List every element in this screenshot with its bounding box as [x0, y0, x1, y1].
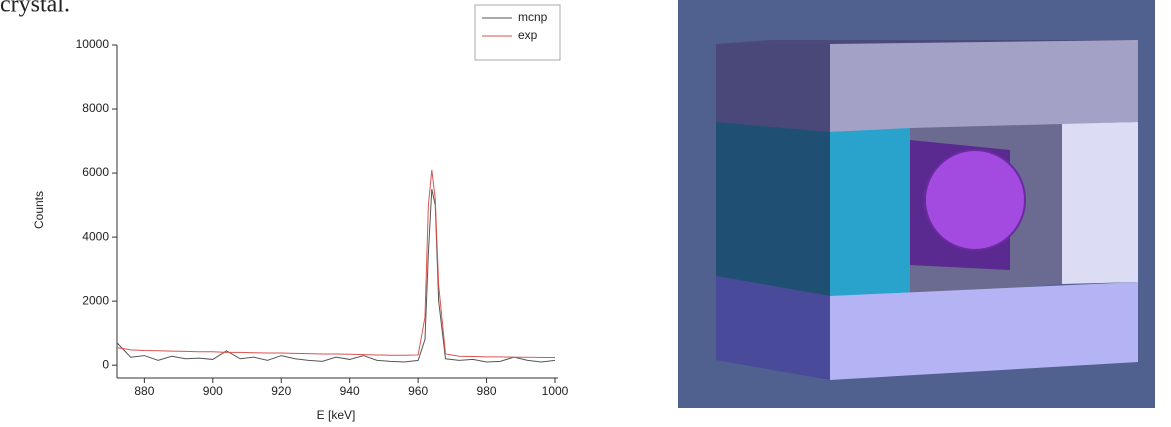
x-tick-label: 1000: [542, 384, 569, 398]
x-tick-label: 880: [134, 384, 154, 398]
figure: crystal. Counts E [keV] 0 2000 4000 6000 800…: [0, 0, 1171, 427]
header-text: crystal.: [0, 0, 70, 18]
render-image: [678, 0, 1155, 408]
y-tick-label: 4000: [82, 229, 109, 243]
x-tick-label: 980: [477, 384, 497, 398]
x-axis-label: E [keV]: [317, 408, 356, 422]
series-line: [117, 189, 555, 362]
x-tick-label: 900: [203, 384, 223, 398]
x-tick-label: 940: [340, 384, 360, 398]
x-tick-label: 920: [271, 384, 291, 398]
y-tick-label: 6000: [82, 165, 109, 179]
y-tick-label: 0: [102, 357, 109, 371]
y-tick-label: 2000: [82, 293, 109, 307]
y-tick-label: 8000: [82, 101, 109, 115]
page: crystal. Counts E [keV] 0 2000 4000 6000 800…: [0, 0, 1171, 427]
y-axis-label: Counts: [32, 191, 46, 229]
x-tick-label: 960: [408, 384, 428, 398]
legend-label: mcnp: [518, 10, 548, 24]
legend-label: exp: [518, 28, 538, 42]
series-line: [117, 170, 555, 358]
y-tick-label: 10000: [76, 37, 110, 51]
